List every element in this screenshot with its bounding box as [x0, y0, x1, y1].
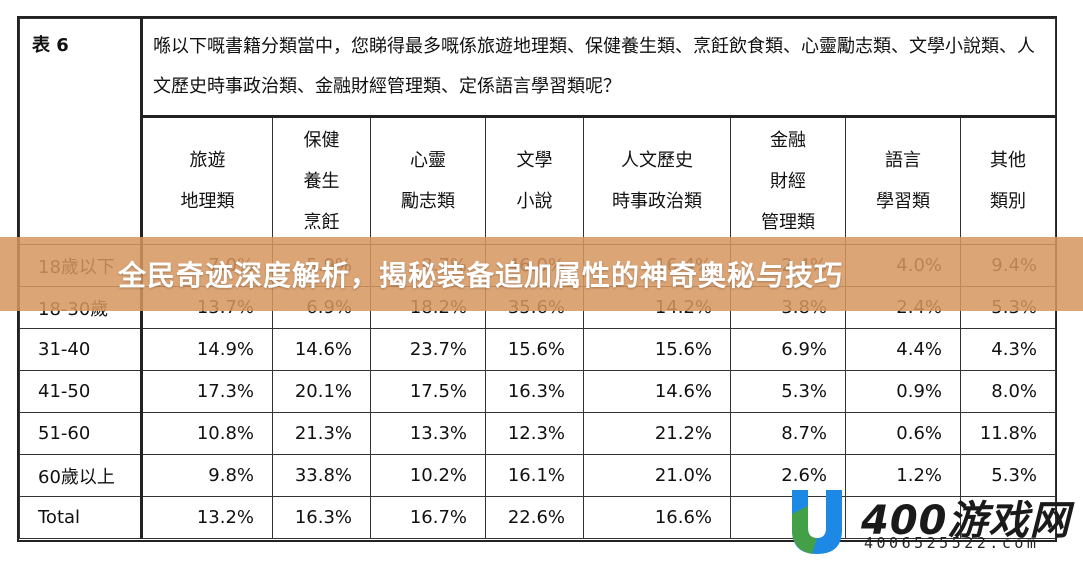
- table-cell: 8.7%: [730, 412, 846, 455]
- table-cell: 14.9%: [141, 328, 273, 371]
- table-cell: 10.2%: [370, 454, 486, 497]
- watermark-name: 400游戏网: [861, 498, 1071, 544]
- col-header-other: 其他 類別: [960, 116, 1056, 245]
- table-row: 51-60 10.8% 21.3% 13.3% 12.3% 21.2% 8.7% 0.6% 11…: [19, 412, 1056, 455]
- table-cell: 33.8%: [272, 454, 371, 497]
- table-cell: 4.3%: [960, 328, 1056, 371]
- table-cell: 8.0%: [960, 370, 1056, 413]
- table-cell: 6.9%: [730, 328, 846, 371]
- table-cell: 21.3%: [272, 412, 371, 455]
- banner-title: 全民奇迹深度解析，揭秘装备追加属性的神奇奥秘与技巧: [118, 259, 844, 292]
- col-header-inspiration: 心靈 勵志類: [370, 116, 486, 245]
- table-cell: 10.8%: [141, 412, 273, 455]
- table-cell: 13.3%: [370, 412, 486, 455]
- table-cell: 4.4%: [845, 328, 961, 371]
- table-cell: 5.3%: [730, 370, 846, 413]
- survey-question: 喺以下嘅書籍分類當中，您睇得最多嘅係旅遊地理類、保健養生類、烹飪飲食類、心靈勵志…: [141, 18, 1056, 118]
- table-cell: 14.6%: [583, 370, 731, 413]
- table-cell: 16.6%: [583, 496, 731, 539]
- table-row: 60歲以上 9.8% 33.8% 10.2% 16.1% 21.0% 2.6% 1.2% 5.3…: [19, 454, 1056, 497]
- col-header-travel: 旅遊 地理類: [141, 116, 273, 245]
- table-cell: 0.6%: [845, 412, 961, 455]
- table-row: Total 13.2% 16.3% 16.7% 22.6% 16.6%: [19, 496, 1056, 539]
- table-cell: 12.3%: [485, 412, 584, 455]
- table-row: 41-50 17.3% 20.1% 17.5% 16.3% 14.6% 5.3% 0.9% 8.…: [19, 370, 1056, 413]
- table-cell: 17.3%: [141, 370, 273, 413]
- table-cell: 13.2%: [141, 496, 273, 539]
- header-row: 旅遊 地理類 保健 養生 烹飪 心靈 勵志類 文學 小說 人文歷史 時事政治類 金融 財經 管理…: [20, 116, 1056, 245]
- col-header-finance: 金融 財經 管理類: [730, 116, 846, 245]
- table-cell: 2.6%: [730, 454, 846, 497]
- table-cell: [845, 496, 961, 539]
- col-header-health: 保健 養生 烹飪: [272, 116, 371, 245]
- table-cell: 15.6%: [583, 328, 731, 371]
- table-cell: 1.2%: [845, 454, 961, 497]
- u-logo-icon: [792, 490, 842, 554]
- table-cell: 5.3%: [960, 454, 1056, 497]
- watermark-url: 4006525522.com: [864, 534, 1040, 552]
- title-banner: 全民奇迹深度解析，揭秘装备追加属性的神奇奥秘与技巧: [0, 237, 1083, 311]
- table-cell: 9.8%: [141, 454, 273, 497]
- table-cell: 0.9%: [845, 370, 961, 413]
- row-label: 51-60: [19, 412, 143, 455]
- table-cell: 21.2%: [583, 412, 731, 455]
- row-label: 31-40: [19, 328, 143, 371]
- table-cell: [960, 496, 1056, 539]
- col-header-history: 人文歷史 時事政治類: [583, 116, 731, 245]
- table-row: 31-40 14.9% 14.6% 23.7% 15.6% 15.6% 6.9% 4.4% 4.…: [19, 328, 1056, 371]
- table-cell: 21.0%: [583, 454, 731, 497]
- table-cell: 16.3%: [485, 370, 584, 413]
- table-cell: 23.7%: [370, 328, 486, 371]
- table-cell: 22.6%: [485, 496, 584, 539]
- row-label: 60歲以上: [19, 454, 143, 497]
- row-label: Total: [19, 496, 143, 539]
- site-watermark: 400游戏网 4006525522.com: [786, 484, 1083, 564]
- table-cell: 17.5%: [370, 370, 486, 413]
- table-cell: 20.1%: [272, 370, 371, 413]
- row-label: 41-50: [19, 370, 143, 413]
- table-cell: 11.8%: [960, 412, 1056, 455]
- col-header-literature: 文學 小說: [485, 116, 584, 245]
- table-cell: 15.6%: [485, 328, 584, 371]
- table-cell: 16.3%: [272, 496, 371, 539]
- table-cell: 16.7%: [370, 496, 486, 539]
- table-cell: 16.1%: [485, 454, 584, 497]
- col-header-language: 語言 學習類: [845, 116, 961, 245]
- table-cell: 14.6%: [272, 328, 371, 371]
- table-label: 表 6: [19, 18, 143, 245]
